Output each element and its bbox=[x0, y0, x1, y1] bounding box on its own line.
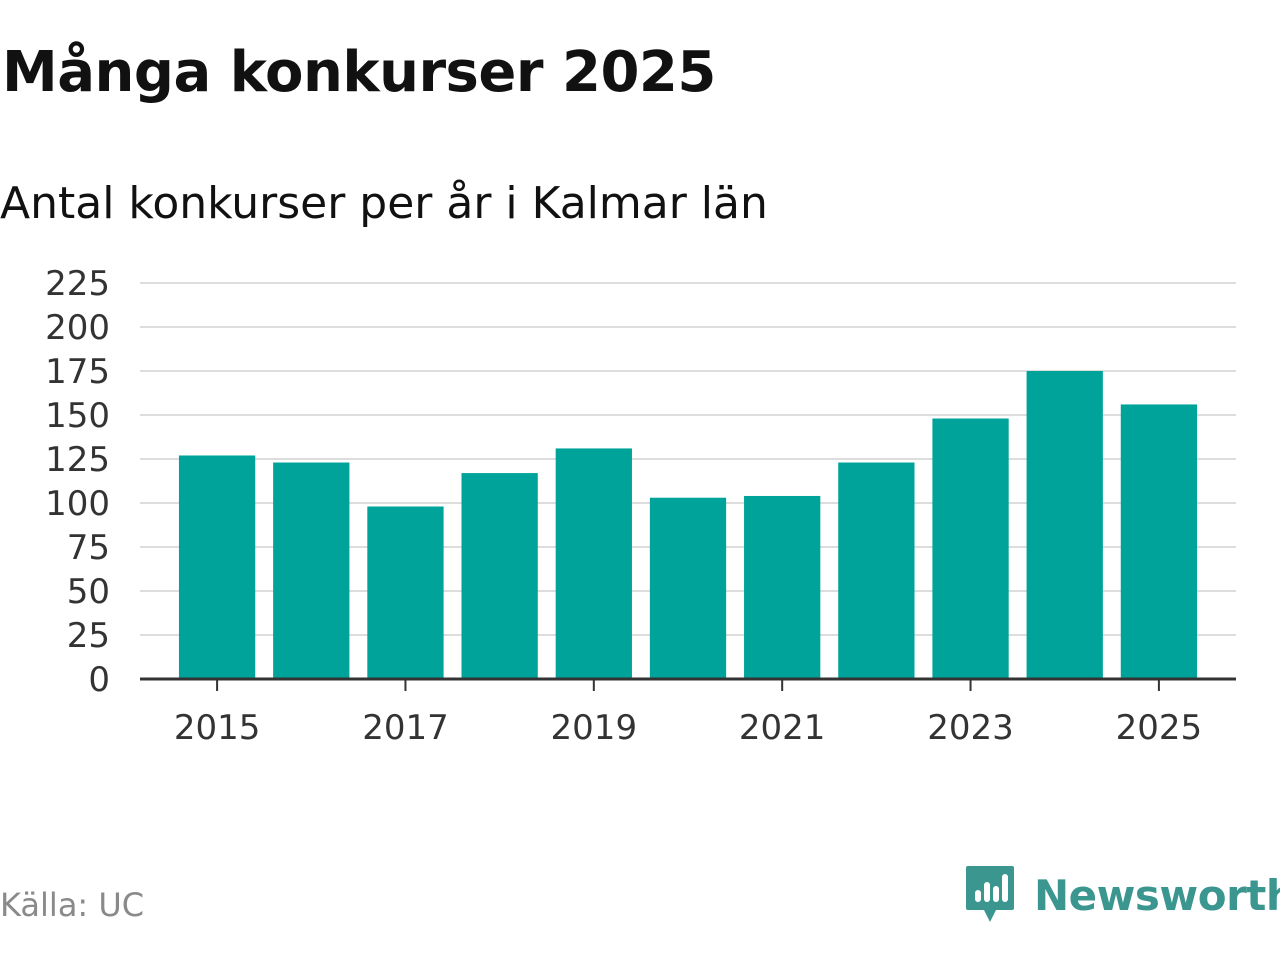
x-tick-label: 2023 bbox=[927, 708, 1014, 748]
bar bbox=[178, 455, 256, 679]
chart-title: Många konkurser 2025 bbox=[2, 40, 716, 105]
bar bbox=[367, 506, 444, 679]
x-tick-label: 2025 bbox=[1116, 708, 1203, 748]
y-tick-label: 0 bbox=[88, 660, 110, 700]
y-tick-label: 150 bbox=[45, 396, 110, 436]
bar bbox=[461, 473, 538, 679]
y-tick-label: 225 bbox=[45, 264, 110, 304]
y-tick-label: 200 bbox=[45, 308, 110, 348]
brand-name: Newsworthy bbox=[1034, 870, 1280, 920]
bar bbox=[1120, 404, 1198, 679]
x-tick-label: 2021 bbox=[739, 708, 826, 748]
bars bbox=[178, 371, 1198, 679]
bar bbox=[932, 418, 1009, 679]
brand-logo: Newsworthy bbox=[964, 864, 1280, 926]
x-tick-label: 2017 bbox=[362, 708, 449, 748]
bar bbox=[555, 448, 632, 679]
y-tick-label: 100 bbox=[45, 484, 110, 524]
y-tick-label: 175 bbox=[45, 352, 110, 392]
y-tick-label: 25 bbox=[67, 616, 110, 656]
bar bbox=[273, 462, 350, 679]
x-axis: 2015 2017 2019 2021 2023 2025 bbox=[140, 677, 1236, 748]
y-tick-label: 50 bbox=[67, 572, 110, 612]
bar bbox=[649, 497, 727, 679]
y-tick-label: 75 bbox=[67, 528, 110, 568]
newsworthy-logo-icon bbox=[966, 866, 1014, 922]
source-note: Källa: UC bbox=[0, 886, 145, 924]
bar bbox=[838, 462, 915, 679]
chart-subtitle: Antal konkurser per år i Kalmar län bbox=[0, 178, 768, 229]
bar bbox=[744, 495, 821, 679]
x-tick-label: 2019 bbox=[551, 708, 638, 748]
bar bbox=[1026, 371, 1103, 679]
x-tick-label: 2015 bbox=[174, 708, 261, 748]
y-tick-label: 125 bbox=[45, 440, 110, 480]
